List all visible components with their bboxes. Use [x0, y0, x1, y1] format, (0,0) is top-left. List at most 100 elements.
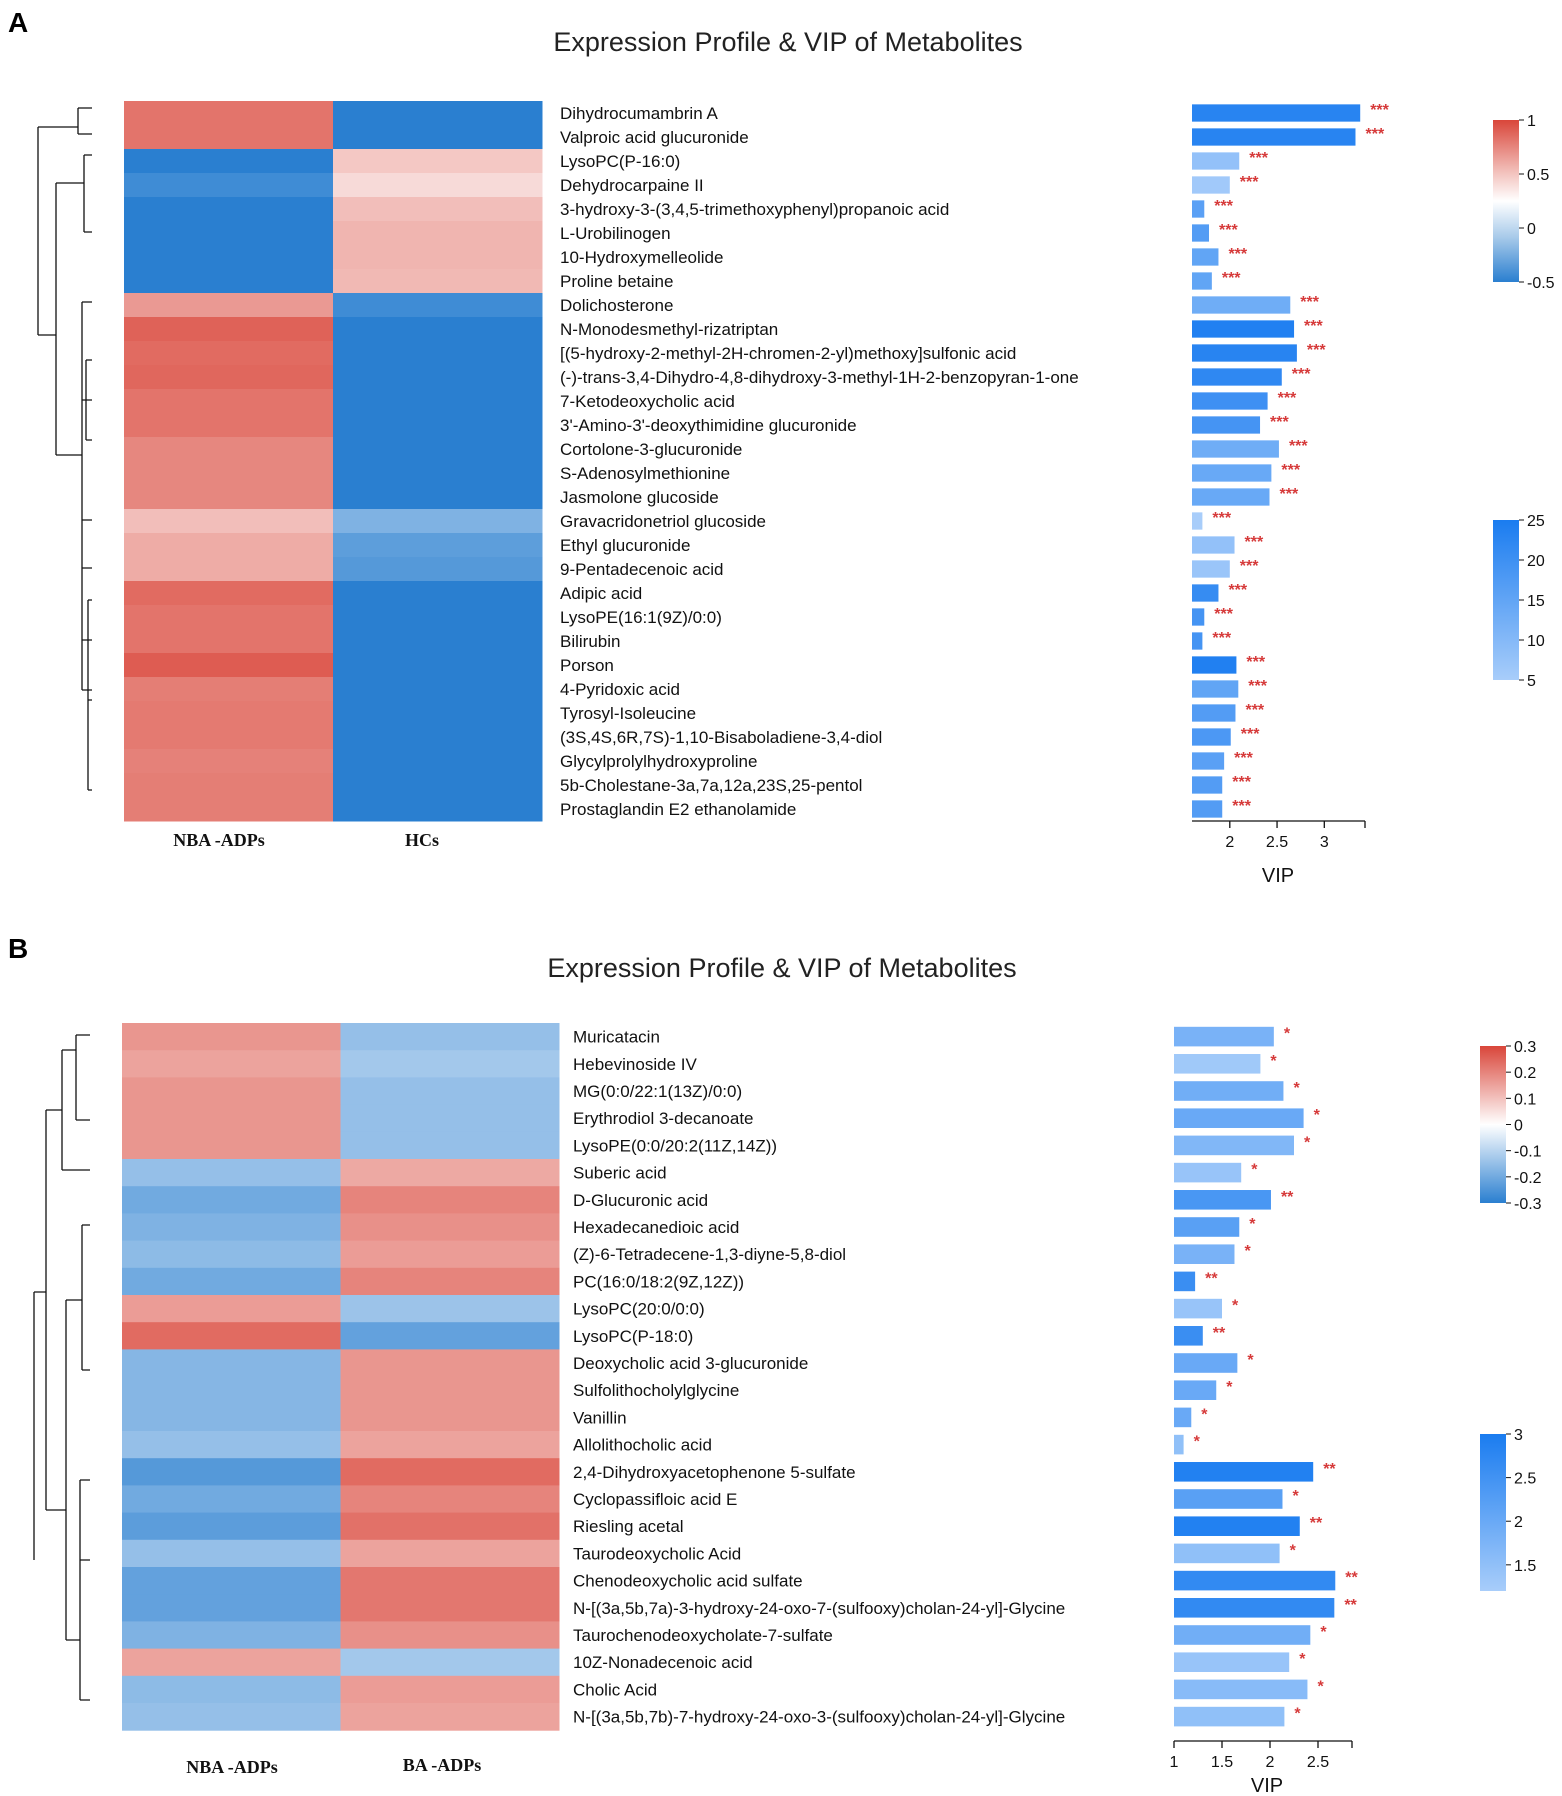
heat-cell — [333, 461, 543, 486]
heat-cell — [333, 101, 543, 126]
heat-cell — [122, 1349, 341, 1378]
significance-label: *** — [1219, 222, 1238, 239]
metabolite-label: LysoPC(20:0/0:0) — [573, 1300, 705, 1319]
metabolite-label: LysoPC(P-18:0) — [573, 1327, 693, 1346]
heat-cell — [333, 197, 543, 222]
metabolite-label: N-[(3a,5b,7a)-3-hydroxy-24-oxo-7-(sulfoo… — [573, 1599, 1065, 1618]
heat-cell — [333, 557, 543, 582]
vip-bar — [1174, 1652, 1290, 1672]
significance-label: *** — [1281, 462, 1300, 479]
panel-a-label: A — [8, 7, 28, 38]
metabolite-label: (3S,4S,6R,7S)-1,10-Bisaboladiene-3,4-dio… — [560, 728, 882, 747]
vip-colorbar-label: 1.5 — [1514, 1558, 1536, 1575]
metabolite-label: Deoxycholic acid 3-glucuronide — [573, 1354, 808, 1373]
vip-colorbar-gradient — [1480, 1434, 1506, 1591]
vip-bar — [1174, 1135, 1294, 1156]
heat-colorbar-label: 0 — [1527, 221, 1536, 238]
vip-tick-label: 2 — [1225, 834, 1234, 851]
metabolite-label: Prostaglandin E2 ethanolamide — [560, 800, 796, 819]
heat-cell — [124, 365, 334, 390]
vip-bar — [1192, 608, 1205, 626]
panel-a-group-2: HCs — [405, 830, 439, 850]
heat-cell — [333, 629, 543, 654]
vip-colorbar-label: 25 — [1527, 513, 1545, 530]
significance-label: * — [1320, 1624, 1327, 1641]
vip-bar — [1174, 1244, 1235, 1264]
vip-colorbar-label: 20 — [1527, 553, 1545, 570]
heat-cell — [124, 461, 334, 486]
heat-cell — [340, 1159, 560, 1187]
metabolite-label: Adipic acid — [560, 584, 642, 603]
vip-tick-label: 2.5 — [1266, 834, 1288, 851]
significance-label: * — [1247, 1352, 1254, 1369]
heat-cell — [333, 125, 543, 150]
vip-bar — [1174, 1054, 1261, 1074]
significance-label: * — [1290, 1542, 1297, 1559]
heat-cell — [122, 1186, 341, 1214]
heat-cell — [333, 533, 543, 558]
significance-label: *** — [1270, 414, 1289, 431]
heat-cell — [340, 1567, 560, 1595]
significance-label: ** — [1205, 1270, 1218, 1287]
heat-colorbar: 1 0.5 0 -0.5 — [1493, 113, 1555, 292]
heat-cell — [333, 725, 543, 750]
significance-label: * — [1232, 1298, 1239, 1315]
metabolite-label: MG(0:0/22:1(13Z)/0:0) — [573, 1082, 742, 1101]
panel-a-group-1: NBA -ADPs — [173, 830, 265, 850]
vip-tick-label: 3 — [1320, 834, 1329, 851]
significance-label: ** — [1323, 1461, 1336, 1478]
metabolite-label: Muricatacin — [573, 1028, 660, 1047]
vip-colorbar-label: 2 — [1514, 1514, 1523, 1531]
heat-cell — [333, 677, 543, 702]
vip-bar — [1192, 728, 1231, 746]
metabolite-label: 3-hydroxy-3-(3,4,5-trimethoxyphenyl)prop… — [560, 200, 949, 219]
heat-cell — [124, 629, 334, 654]
heat-cell — [333, 293, 543, 318]
heat-cell — [124, 245, 334, 270]
metabolite-label: Bilirubin — [560, 632, 620, 651]
heat-cell — [124, 341, 334, 366]
heat-cell — [124, 485, 334, 510]
heat-cell — [122, 1267, 341, 1296]
heat-cell — [333, 773, 543, 798]
vip-bar — [1174, 1271, 1196, 1292]
metabolite-label: Valproic acid glucuronide — [560, 128, 749, 147]
heat-cell — [124, 797, 334, 822]
heat-cell — [333, 797, 543, 822]
panel-a-dendrogram — [37, 107, 92, 791]
significance-label: *** — [1307, 342, 1326, 359]
heat-colorbar-gradient — [1493, 120, 1519, 282]
heat-colorbar-gradient — [1480, 1046, 1506, 1203]
vip-bar — [1192, 464, 1272, 482]
heat-cell — [122, 1703, 341, 1731]
heat-cell — [340, 1023, 560, 1051]
vip-bar — [1192, 200, 1205, 218]
metabolite-label: Tyrosyl-Isoleucine — [560, 704, 696, 723]
heat-cell — [340, 1295, 560, 1323]
heat-colorbar: 0.3 0.2 0.1 0 -0.1 -0.2 -0.3 — [1480, 1039, 1542, 1213]
heat-cell — [340, 1322, 560, 1350]
vip-tick-label: 2 — [1266, 1754, 1275, 1771]
heat-colorbar-label: 1 — [1527, 113, 1536, 130]
vip-bar — [1174, 1407, 1192, 1428]
vip-bar — [1174, 1489, 1283, 1509]
significance-label: * — [1284, 1026, 1291, 1043]
heat-cell — [340, 1539, 560, 1568]
significance-label: *** — [1365, 126, 1384, 143]
significance-label: * — [1244, 1243, 1251, 1260]
vip-bar — [1192, 776, 1223, 794]
heat-colorbar-label: 0.3 — [1514, 1039, 1536, 1056]
metabolite-label: Cortolone-3-glucuronide — [560, 440, 742, 459]
vip-bar — [1174, 1625, 1311, 1645]
vip-bar — [1192, 296, 1291, 314]
metabolite-label: LysoPE(0:0/20:2(11Z,14Z)) — [573, 1136, 777, 1155]
heat-cell — [340, 1376, 560, 1405]
metabolite-label: Glycylprolylhydroxyproline — [560, 752, 757, 771]
significance-label: ** — [1345, 1570, 1358, 1587]
metabolite-label: Gravacridonetriol glucoside — [560, 512, 766, 531]
metabolite-label: 7-Ketodeoxycholic acid — [560, 392, 735, 411]
heat-cell — [122, 1539, 341, 1568]
vip-colorbar: 25 20 15 10 5 — [1493, 513, 1545, 690]
vip-tick-label: 1 — [1170, 1754, 1179, 1771]
vip-bar — [1192, 128, 1356, 146]
